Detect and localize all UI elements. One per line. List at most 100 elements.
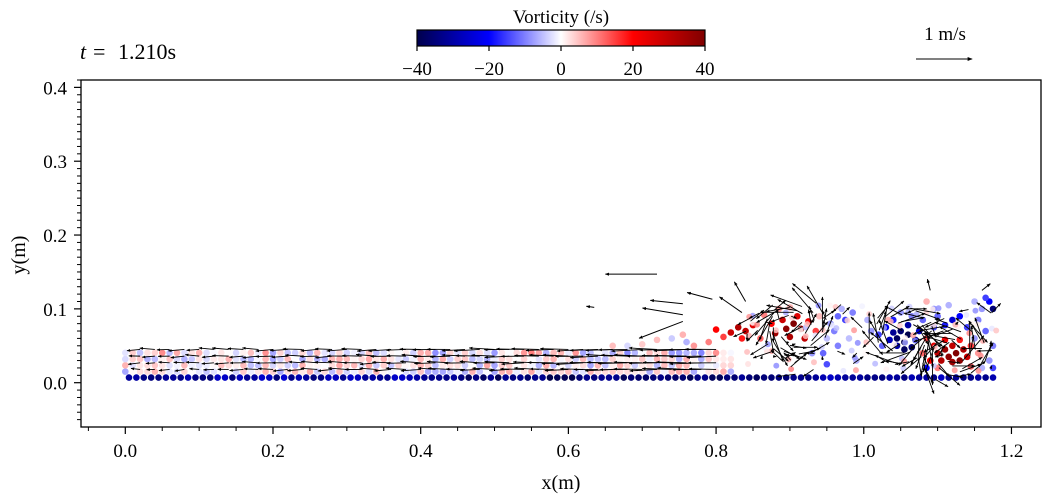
- vortex-particle: [897, 309, 904, 316]
- velocity-arrow: [688, 367, 717, 371]
- velocity-arrow: [488, 368, 510, 372]
- velocity-arrow: [852, 352, 858, 358]
- wall-particle: [450, 374, 458, 381]
- fluid-particle: [306, 362, 314, 369]
- wall-particle: [170, 374, 177, 381]
- velocity-arrow: [903, 312, 922, 319]
- fluid-particle: [158, 355, 166, 363]
- velocity-arrow: [923, 341, 938, 359]
- wall-particle: [886, 374, 893, 381]
- velocity-arrow: [186, 348, 200, 352]
- velocity-arrow: [810, 341, 830, 354]
- wall-particle: [280, 374, 288, 381]
- splash-particle: [844, 317, 851, 324]
- fluid-particle: [343, 355, 351, 363]
- wall-particle: [546, 374, 554, 381]
- velocity-arrow: [878, 319, 889, 344]
- fluid-particle: [395, 349, 402, 357]
- fluid-particle: [136, 368, 144, 375]
- fluid-particle: [380, 355, 388, 363]
- vortex-particle: [727, 329, 735, 336]
- wall-particle: [642, 374, 650, 381]
- fluid-particle: [277, 349, 284, 357]
- velocity-arrow: [898, 312, 926, 324]
- time-prefix: t =: [80, 39, 106, 64]
- fluid-particle: [461, 355, 469, 363]
- splash-particle: [859, 303, 866, 310]
- velocity-arrow: [790, 322, 803, 333]
- vortex-particle: [690, 342, 698, 350]
- wall-particle: [199, 374, 207, 381]
- fluid-particle: [291, 349, 299, 357]
- fluid-particle: [424, 362, 432, 369]
- velocity-arrow: [935, 328, 953, 336]
- wall-particle: [310, 374, 317, 381]
- wall-particle: [605, 374, 613, 381]
- velocity-arrow: [773, 348, 789, 362]
- vortex-particle: [782, 325, 790, 333]
- splash-particle: [910, 332, 917, 339]
- fluid-particle: [336, 368, 343, 375]
- fluid-particle: [343, 349, 351, 357]
- fluid-particle: [432, 368, 439, 375]
- velocity-arrow: [935, 379, 949, 388]
- velocity-arrow: [541, 362, 569, 366]
- time-value: 1.210s: [118, 39, 176, 64]
- wall-particle: [236, 374, 244, 381]
- vortex-particle: [893, 335, 901, 342]
- fluid-particle: [122, 355, 129, 363]
- fluid-particle: [373, 355, 380, 363]
- velocity-arrow: [629, 368, 658, 373]
- fluid-particle: [572, 355, 580, 363]
- velocity-arrow-layer: [126, 272, 1002, 394]
- fluid-particle: [609, 355, 616, 363]
- vortex-particle: [668, 335, 676, 342]
- x-tick-label: 0.2: [261, 441, 285, 462]
- velocity-arrow: [327, 366, 347, 370]
- splash-particle: [993, 327, 1000, 334]
- velocity-arrow: [917, 347, 922, 353]
- fluid-particle: [454, 362, 461, 369]
- velocity-arrow: [755, 316, 773, 346]
- velocity-arrow: [585, 305, 595, 309]
- fluid-particle: [720, 368, 727, 375]
- fluid-particle: [616, 355, 624, 363]
- fluid-particle: [291, 368, 299, 375]
- velocity-arrow: [765, 323, 771, 345]
- fluid-particle: [350, 355, 358, 363]
- fluid-particle: [232, 349, 240, 357]
- velocity-arrow: [229, 368, 244, 372]
- velocity-arrow: [401, 353, 421, 357]
- wall-particle: [731, 374, 738, 381]
- fluid-particle: [661, 368, 668, 375]
- wall-particle: [878, 374, 886, 381]
- velocity-arrow: [733, 281, 747, 302]
- velocity-arrow: [284, 353, 303, 357]
- fluid-particle: [129, 355, 136, 363]
- velocity-arrow: [968, 320, 980, 334]
- wall-particle: [362, 374, 369, 381]
- wall-particle: [576, 374, 583, 381]
- fluid-particle: [557, 355, 565, 363]
- fluid-particle: [446, 355, 454, 363]
- fluid-particle: [513, 355, 520, 363]
- velocity-arrow: [869, 320, 887, 349]
- fluid-particle: [520, 362, 528, 369]
- y-tick-label: 0.2: [43, 226, 67, 247]
- velocity-arrow: [174, 368, 185, 372]
- splash-particle: [929, 306, 936, 313]
- vortex-particle: [734, 324, 742, 331]
- fluid-particle: [712, 362, 720, 369]
- velocity-arrow: [641, 367, 672, 371]
- wall-particle: [908, 374, 916, 381]
- fluid-particle: [195, 368, 203, 375]
- velocity-arrow: [211, 354, 229, 358]
- vortex-particle: [823, 335, 831, 342]
- velocity-arrow: [989, 340, 993, 352]
- fluid-particle: [705, 362, 712, 369]
- velocity-arrow: [959, 363, 982, 373]
- wall-particle: [465, 374, 472, 381]
- fluid-particle: [661, 355, 668, 363]
- x-axis-label: x(m): [542, 472, 581, 494]
- vortex-particle: [989, 364, 997, 372]
